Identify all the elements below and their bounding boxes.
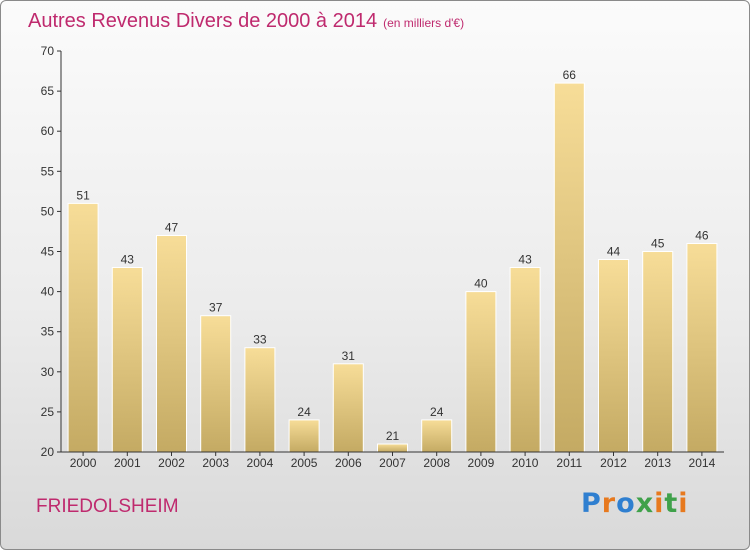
y-tick-label-60: 60	[41, 124, 55, 138]
bar-2012	[598, 259, 629, 453]
y-tick-label-40: 40	[41, 285, 55, 299]
logo-letter: P	[581, 488, 602, 519]
x-tick-label-2002: 2002	[158, 456, 185, 470]
y-tick-label-30: 30	[41, 365, 55, 379]
data-label-2012: 44	[607, 245, 621, 259]
y-tick-label-20: 20	[41, 445, 55, 459]
x-tick-label-2014: 2014	[689, 456, 716, 470]
chart-title: Autres Revenus Divers de 2000 à 2014 (en …	[28, 10, 464, 33]
x-tick-label-2000: 2000	[70, 456, 97, 470]
bar-2003	[200, 315, 232, 453]
data-label-2001: 43	[121, 253, 135, 267]
y-tick-label-45: 45	[41, 245, 55, 259]
x-tick-label-2010: 2010	[512, 456, 539, 470]
y-tick-label-35: 35	[41, 325, 55, 339]
x-tick-label-2006: 2006	[335, 456, 362, 470]
x-tick-label-2007: 2007	[379, 456, 406, 470]
data-label-2003: 37	[209, 301, 223, 315]
data-label-2008: 24	[430, 405, 444, 419]
data-label-2009: 40	[474, 277, 488, 291]
x-tick-label-2012: 2012	[600, 456, 627, 470]
x-tick-label-2005: 2005	[291, 456, 318, 470]
data-label-2010: 43	[518, 253, 532, 267]
logo-letter: i	[654, 488, 665, 519]
bar-2000	[67, 202, 99, 453]
bar-2013	[642, 251, 674, 453]
location-label: FRIEDOLSHEIM	[36, 496, 179, 517]
data-label-2013: 45	[651, 237, 665, 251]
data-label-2005: 24	[297, 405, 311, 419]
bar-2002	[156, 235, 187, 453]
bar-2010	[509, 267, 541, 453]
y-tick-label-25: 25	[41, 405, 55, 419]
proxiti-logo: Proxiti	[581, 488, 689, 519]
data-label-2004: 33	[253, 333, 267, 347]
chart-subtitle: (en milliers d'€)	[383, 16, 465, 30]
bar-2006	[332, 363, 364, 453]
logo-letter: i	[678, 488, 689, 519]
x-tick-label-2004: 2004	[247, 456, 274, 470]
bar-2005	[288, 419, 320, 453]
logo-letter: r	[601, 488, 617, 519]
x-tick-label-2001: 2001	[114, 456, 141, 470]
x-tick-label-2009: 2009	[468, 456, 495, 470]
logo-letter: x	[635, 488, 655, 519]
bars-group: 51 43 47 37 33 24 31 21 24 40 43 66 44 45 46	[67, 68, 718, 453]
logo-letter: o	[616, 488, 636, 519]
y-tick-label-50: 50	[41, 204, 55, 218]
y-tick-label-55: 55	[41, 164, 55, 178]
chart-title-text: Autres Revenus Divers de 2000 à 2014	[28, 10, 378, 32]
bar-2014	[686, 243, 718, 453]
bar-2001	[111, 267, 143, 453]
bar-2011	[553, 82, 585, 453]
data-label-2000: 51	[76, 188, 90, 202]
x-tick-label-2008: 2008	[423, 456, 450, 470]
bar-2004	[244, 347, 276, 453]
data-label-2007: 21	[386, 429, 400, 443]
x-tick-label-2011: 2011	[556, 456, 582, 470]
bar-2007	[377, 443, 408, 453]
x-tick-label-2003: 2003	[202, 456, 229, 470]
logo-letter: t	[664, 488, 679, 519]
y-tick-label-70: 70	[41, 44, 55, 58]
bar-2008	[421, 419, 453, 453]
axes-group: 2000 2001 2002 2003 2004 2005 2006 2007 2008 2009…	[41, 44, 724, 470]
y-tick-label-65: 65	[41, 84, 55, 98]
bar-2009	[465, 291, 497, 453]
data-label-2011: 66	[563, 68, 577, 82]
data-label-2014: 46	[695, 229, 709, 243]
x-tick-label-2013: 2013	[644, 456, 671, 470]
data-label-2002: 47	[165, 221, 179, 235]
data-label-2006: 31	[342, 349, 356, 363]
